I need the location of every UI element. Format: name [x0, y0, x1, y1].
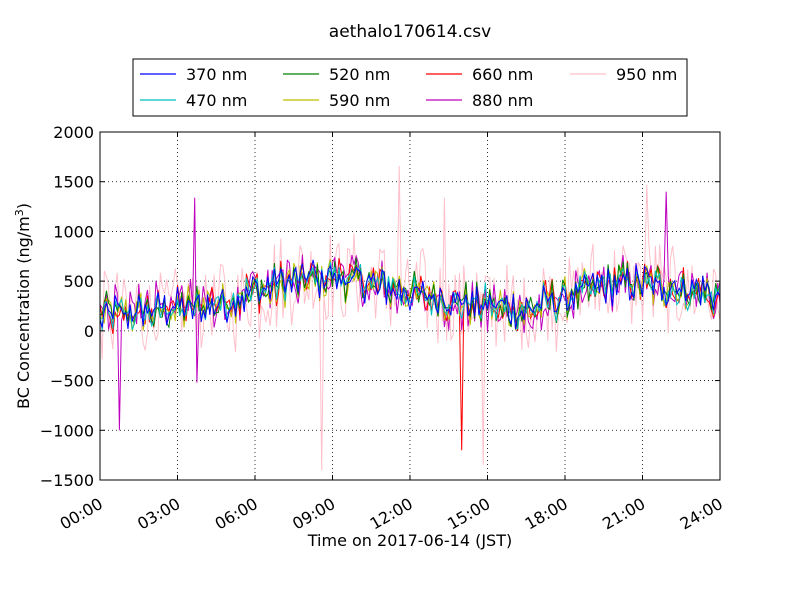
x-tick-label: 21:00 [599, 494, 648, 534]
y-tick-label: 1500 [53, 173, 94, 192]
y-tick-label: −1500 [40, 471, 94, 490]
x-tick-label: 18:00 [522, 494, 571, 534]
y-axis-label: BC Concentration (ng/m3) [13, 203, 33, 409]
x-axis-label: Time on 2017-06-14 (JST) [307, 531, 512, 550]
y-tick-label: −1000 [40, 421, 94, 440]
legend-label: 880 nm [472, 91, 533, 110]
x-tick-label: 15:00 [444, 494, 493, 534]
series-line-370-nm [99, 259, 721, 330]
x-tick-label: 06:00 [212, 494, 261, 534]
y-tick-label: 1000 [53, 222, 94, 241]
x-tick-label: 00:00 [57, 494, 106, 534]
legend-label: 520 nm [329, 65, 390, 84]
y-tick-label: 2000 [53, 123, 94, 142]
x-tick-label: 09:00 [289, 494, 338, 534]
legend-label: 590 nm [329, 91, 390, 110]
series-line-520-nm [99, 257, 721, 329]
y-axis-label-main: BC Concentration (ng/m [14, 216, 33, 409]
x-tick-label: 03:00 [134, 494, 183, 534]
y-tick-label: 0 [84, 322, 94, 341]
legend-label: 660 nm [472, 65, 533, 84]
grid [100, 132, 720, 480]
legend-label: 370 nm [186, 65, 247, 84]
chart-title: aethalo170614.csv [329, 22, 491, 42]
series-line-950-nm [99, 165, 721, 471]
y-axis-label-tail: ) [14, 203, 33, 209]
y-axis-label-sup: 3 [13, 209, 26, 216]
legend-label: 950 nm [616, 65, 677, 84]
legend-frame [132, 58, 688, 117]
legend: 370 nm 470 nm 520 nm 590 nm 660 nm 880 nm 950 … [132, 58, 688, 117]
y-tick-label: 500 [63, 272, 94, 291]
series-lines [99, 165, 721, 471]
x-tick-label: 24:00 [677, 494, 726, 534]
x-tick-label: 12:00 [367, 494, 416, 534]
y-tick-label: −500 [50, 372, 94, 391]
legend-label: 470 nm [186, 91, 247, 110]
